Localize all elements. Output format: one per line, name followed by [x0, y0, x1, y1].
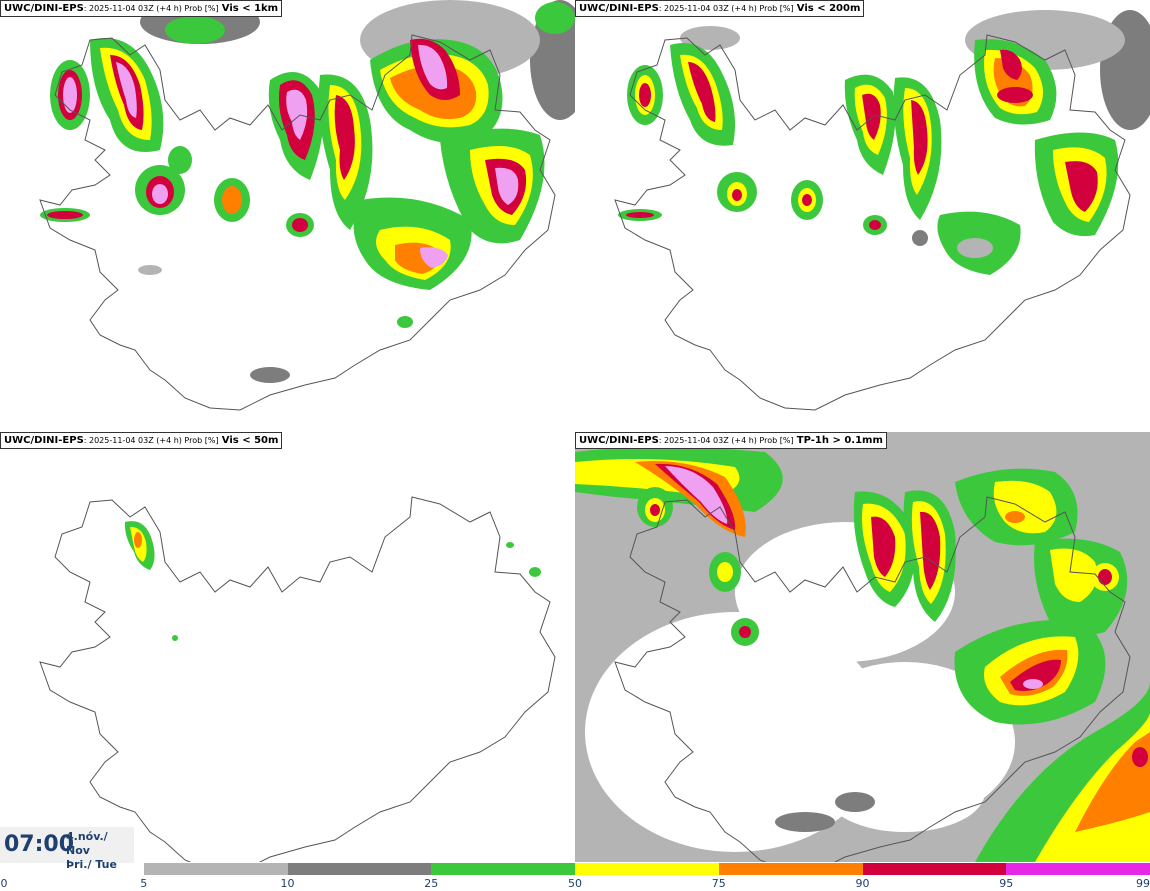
map-panel-vis-200m: UWC/DINI-EPS: 2025-11-04 03Z (+4 h) Prob…: [575, 0, 1150, 430]
valid-time-box: 07:00 4.nóv./ Nov Þri./ Tue: [0, 827, 134, 871]
colorbar-tick-label: 95: [999, 877, 1014, 890]
colorbar-segment: [575, 863, 719, 875]
panel-title: UWC/DINI-EPS: 2025-11-04 03Z (+4 h) Prob…: [575, 0, 865, 17]
colorbar-segment: [0, 863, 144, 875]
colorbar-tick-label: 10: [280, 877, 295, 890]
colorbar-tick-label: 50: [568, 877, 582, 890]
colorbar-segment: [143, 863, 288, 875]
valid-date-line1: 4.nóv./ Nov: [66, 830, 108, 857]
colorbar-tick-label: 0: [0, 877, 8, 890]
map-canvas: [614, 10, 1150, 411]
map-canvas: [39, 496, 556, 862]
probability-field: [124, 521, 541, 641]
threshold-label: Vis < 1km: [221, 3, 279, 14]
colorbar-tick-label: 5: [140, 877, 148, 890]
map-panel-precip: UWC/DINI-EPS: 2025-11-04 03Z (+4 h) Prob…: [575, 432, 1150, 862]
probability-field: [575, 432, 1150, 862]
map-panel-vis-1km: UWC/DINI-EPS: 2025-11-04 03Z (+4 h) Prob…: [0, 0, 575, 430]
threshold-label: Vis < 50m: [221, 435, 279, 446]
map-canvas: [39, 0, 575, 411]
probability-field: [618, 10, 1150, 275]
panel-title: UWC/DINI-EPS: 2025-11-04 03Z (+4 h) Prob…: [575, 432, 887, 449]
run-info: : 2025-11-04 03Z (+4 h) Prob [%]: [83, 4, 219, 13]
run-info: : 2025-11-04 03Z (+4 h) Prob [%]: [658, 4, 794, 13]
run-info: : 2025-11-04 03Z (+4 h) Prob [%]: [83, 436, 219, 445]
run-info: : 2025-11-04 03Z (+4 h) Prob [%]: [658, 436, 794, 445]
colorbar-segment: [718, 863, 863, 875]
colorbar-tick-label: 75: [711, 877, 726, 890]
map-panel-vis-50m: UWC/DINI-EPS: 2025-11-04 03Z (+4 h) Prob…: [0, 432, 575, 862]
colorbar-segment: [287, 863, 432, 875]
colorbar-tick-label: 99: [1136, 877, 1150, 890]
model-name: UWC/DINI-EPS: [579, 435, 659, 446]
threshold-label: Vis < 200m: [796, 3, 861, 14]
model-name: UWC/DINI-EPS: [579, 3, 659, 14]
panel-title: UWC/DINI-EPS: 2025-11-04 03Z (+4 h) Prob…: [0, 432, 283, 449]
threshold-label: TP-1h > 0.1mm: [796, 435, 883, 446]
map-canvas: [575, 432, 1150, 862]
iceland-coastline: [39, 496, 556, 862]
colorbar-segment: [862, 863, 1007, 875]
panel-title: UWC/DINI-EPS: 2025-11-04 03Z (+4 h) Prob…: [0, 0, 283, 17]
probability-colorbar: 0 5 10 25 50 75 90 95 99: [0, 863, 1150, 891]
model-name: UWC/DINI-EPS: [4, 435, 84, 446]
valid-date-line2: Þri./ Tue: [66, 858, 117, 871]
valid-date: 4.nóv./ Nov Þri./ Tue: [66, 830, 134, 872]
probability-field: [40, 0, 575, 383]
colorbar-segment: [1006, 863, 1150, 875]
colorbar-tick-label: 25: [424, 877, 439, 890]
colorbar-tick-label: 90: [855, 877, 870, 890]
valid-time: 07:00: [4, 832, 75, 857]
model-name: UWC/DINI-EPS: [4, 3, 84, 14]
colorbar-segment: [431, 863, 576, 875]
